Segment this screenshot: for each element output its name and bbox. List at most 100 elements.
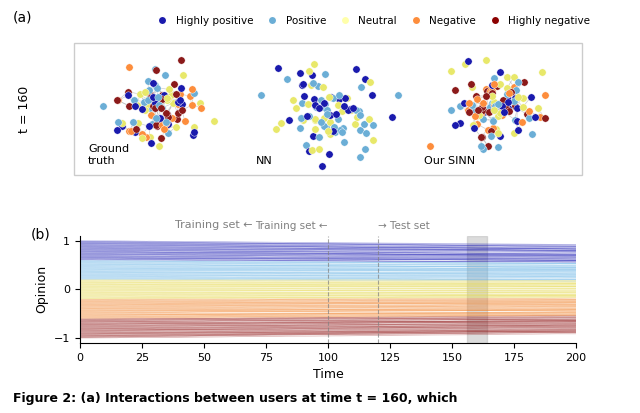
Point bbox=[326, 94, 336, 100]
Point bbox=[319, 115, 329, 122]
Point bbox=[468, 124, 479, 131]
Point bbox=[516, 119, 527, 125]
Point bbox=[335, 126, 345, 133]
Point bbox=[493, 144, 504, 151]
Point bbox=[476, 110, 486, 117]
Point bbox=[328, 95, 338, 102]
Point bbox=[150, 82, 160, 88]
Point bbox=[333, 115, 344, 122]
Point bbox=[481, 86, 492, 93]
Point bbox=[126, 127, 136, 134]
Point bbox=[484, 87, 495, 94]
Point bbox=[488, 117, 499, 123]
Point bbox=[319, 123, 330, 130]
Point bbox=[196, 104, 206, 111]
Point bbox=[288, 96, 298, 103]
Point bbox=[148, 94, 158, 100]
Point bbox=[124, 64, 134, 70]
Point bbox=[491, 103, 501, 110]
Point bbox=[140, 107, 150, 114]
Point bbox=[540, 115, 550, 121]
Point bbox=[150, 67, 161, 74]
Point bbox=[359, 121, 369, 127]
Point bbox=[470, 113, 480, 120]
Point bbox=[184, 93, 195, 100]
Point bbox=[143, 78, 153, 84]
Point bbox=[511, 87, 522, 93]
Point bbox=[154, 142, 164, 149]
Point bbox=[152, 122, 162, 129]
Point bbox=[140, 88, 150, 95]
Point bbox=[271, 126, 281, 132]
Point bbox=[512, 105, 522, 112]
Point bbox=[180, 118, 190, 124]
Point bbox=[477, 146, 488, 152]
Point bbox=[352, 113, 362, 120]
Point bbox=[308, 80, 318, 86]
Point bbox=[139, 98, 149, 105]
Point bbox=[348, 105, 358, 112]
Point bbox=[188, 90, 198, 97]
Point bbox=[324, 112, 335, 119]
Point bbox=[482, 107, 492, 114]
Point bbox=[159, 94, 170, 100]
Point bbox=[313, 83, 323, 90]
Point bbox=[129, 102, 140, 109]
Point bbox=[299, 92, 309, 99]
Point bbox=[159, 91, 169, 98]
Point bbox=[148, 100, 159, 107]
Point bbox=[499, 106, 509, 113]
Point bbox=[309, 61, 319, 68]
Point bbox=[152, 114, 162, 121]
Point bbox=[465, 81, 476, 87]
Point bbox=[129, 97, 139, 104]
Point bbox=[478, 116, 488, 122]
Point bbox=[150, 66, 160, 73]
Point bbox=[309, 95, 319, 102]
Point bbox=[387, 114, 397, 120]
Point bbox=[257, 92, 267, 98]
Point bbox=[393, 91, 403, 98]
Text: Figure 2: (a) Interactions between users at time t = 160, which: Figure 2: (a) Interactions between users… bbox=[13, 392, 458, 405]
Point bbox=[323, 127, 333, 134]
Point bbox=[116, 119, 127, 126]
Point bbox=[132, 120, 143, 127]
Point bbox=[155, 114, 165, 121]
Point bbox=[176, 56, 186, 63]
Point bbox=[177, 107, 187, 114]
Point bbox=[176, 85, 186, 92]
Point bbox=[162, 112, 172, 118]
Text: NN: NN bbox=[256, 156, 273, 166]
Point bbox=[468, 105, 478, 112]
Point bbox=[175, 96, 185, 103]
Point bbox=[148, 121, 159, 127]
Point bbox=[157, 104, 167, 111]
Point bbox=[524, 115, 534, 121]
Point bbox=[497, 103, 508, 109]
Point bbox=[518, 104, 528, 110]
Point bbox=[163, 130, 173, 136]
Point bbox=[123, 92, 133, 99]
Point bbox=[535, 114, 545, 121]
Point bbox=[135, 91, 145, 97]
Point bbox=[518, 95, 528, 102]
Point bbox=[324, 119, 335, 125]
Point bbox=[154, 102, 164, 109]
Point bbox=[136, 105, 147, 112]
Point bbox=[173, 100, 183, 107]
Point bbox=[495, 133, 505, 140]
Point bbox=[445, 107, 456, 113]
Point bbox=[171, 123, 181, 130]
Point bbox=[157, 92, 168, 98]
Point bbox=[147, 93, 157, 100]
Point bbox=[488, 124, 498, 131]
Point bbox=[156, 105, 166, 112]
Point bbox=[467, 83, 477, 90]
Point bbox=[117, 123, 127, 129]
Point bbox=[488, 100, 498, 106]
Point bbox=[163, 114, 173, 121]
Point bbox=[451, 122, 461, 128]
Point bbox=[173, 110, 183, 116]
Point bbox=[333, 102, 344, 108]
Point bbox=[367, 137, 378, 143]
